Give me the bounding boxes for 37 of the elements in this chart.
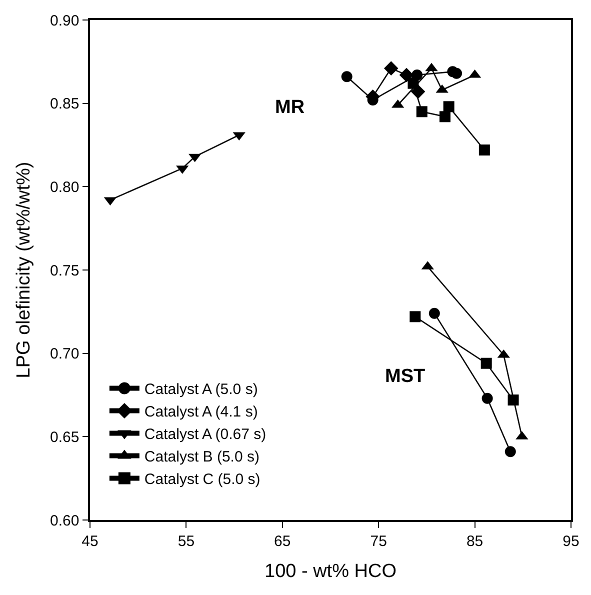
- y-tick-label: 0.90: [50, 12, 80, 30]
- point: [428, 308, 440, 319]
- y-axis-title: LPG olefinicity (wt%/wt%): [13, 162, 34, 378]
- x-tick-label: 65: [274, 532, 291, 550]
- y-tick-label: 0.60: [50, 512, 80, 530]
- x-tick-label: 85: [466, 532, 484, 550]
- legend-label: Catalyst A (4.1 s): [144, 404, 258, 421]
- x-tick-label: 75: [370, 532, 387, 550]
- point: [480, 358, 492, 369]
- point: [341, 71, 352, 82]
- x-axis-title: 100 - wt% HCO: [264, 561, 396, 582]
- y-tick-label: 0.70: [50, 346, 80, 363]
- point: [399, 68, 414, 82]
- point: [416, 106, 428, 118]
- legend-label: Catalyst B (5.0 s): [144, 448, 260, 466]
- point: [451, 68, 462, 79]
- point: [482, 392, 493, 404]
- point: [410, 311, 421, 322]
- y-tick-label: 0.80: [50, 178, 80, 196]
- point: [508, 394, 519, 406]
- legend-label: Catalyst C (5.0 s): [144, 471, 260, 488]
- point: [504, 446, 516, 458]
- x-tick-label: 45: [82, 532, 98, 550]
- point: [439, 111, 450, 122]
- point: [384, 61, 398, 76]
- x-tick-label: 55: [178, 532, 195, 550]
- legend-label: Catalyst A (5.0 s): [144, 381, 258, 398]
- y-tick-label: 0.65: [50, 428, 80, 446]
- point: [443, 101, 454, 112]
- annotation: MST: [385, 366, 426, 387]
- x-tick-label: 95: [562, 532, 580, 550]
- point: [478, 144, 490, 156]
- y-tick-label: 0.85: [50, 96, 80, 113]
- point: [408, 78, 419, 89]
- y-tick-label: 0.75: [50, 262, 80, 280]
- annotation: MR: [275, 97, 305, 118]
- legend-label: Catalyst A (0.67 s): [144, 426, 266, 444]
